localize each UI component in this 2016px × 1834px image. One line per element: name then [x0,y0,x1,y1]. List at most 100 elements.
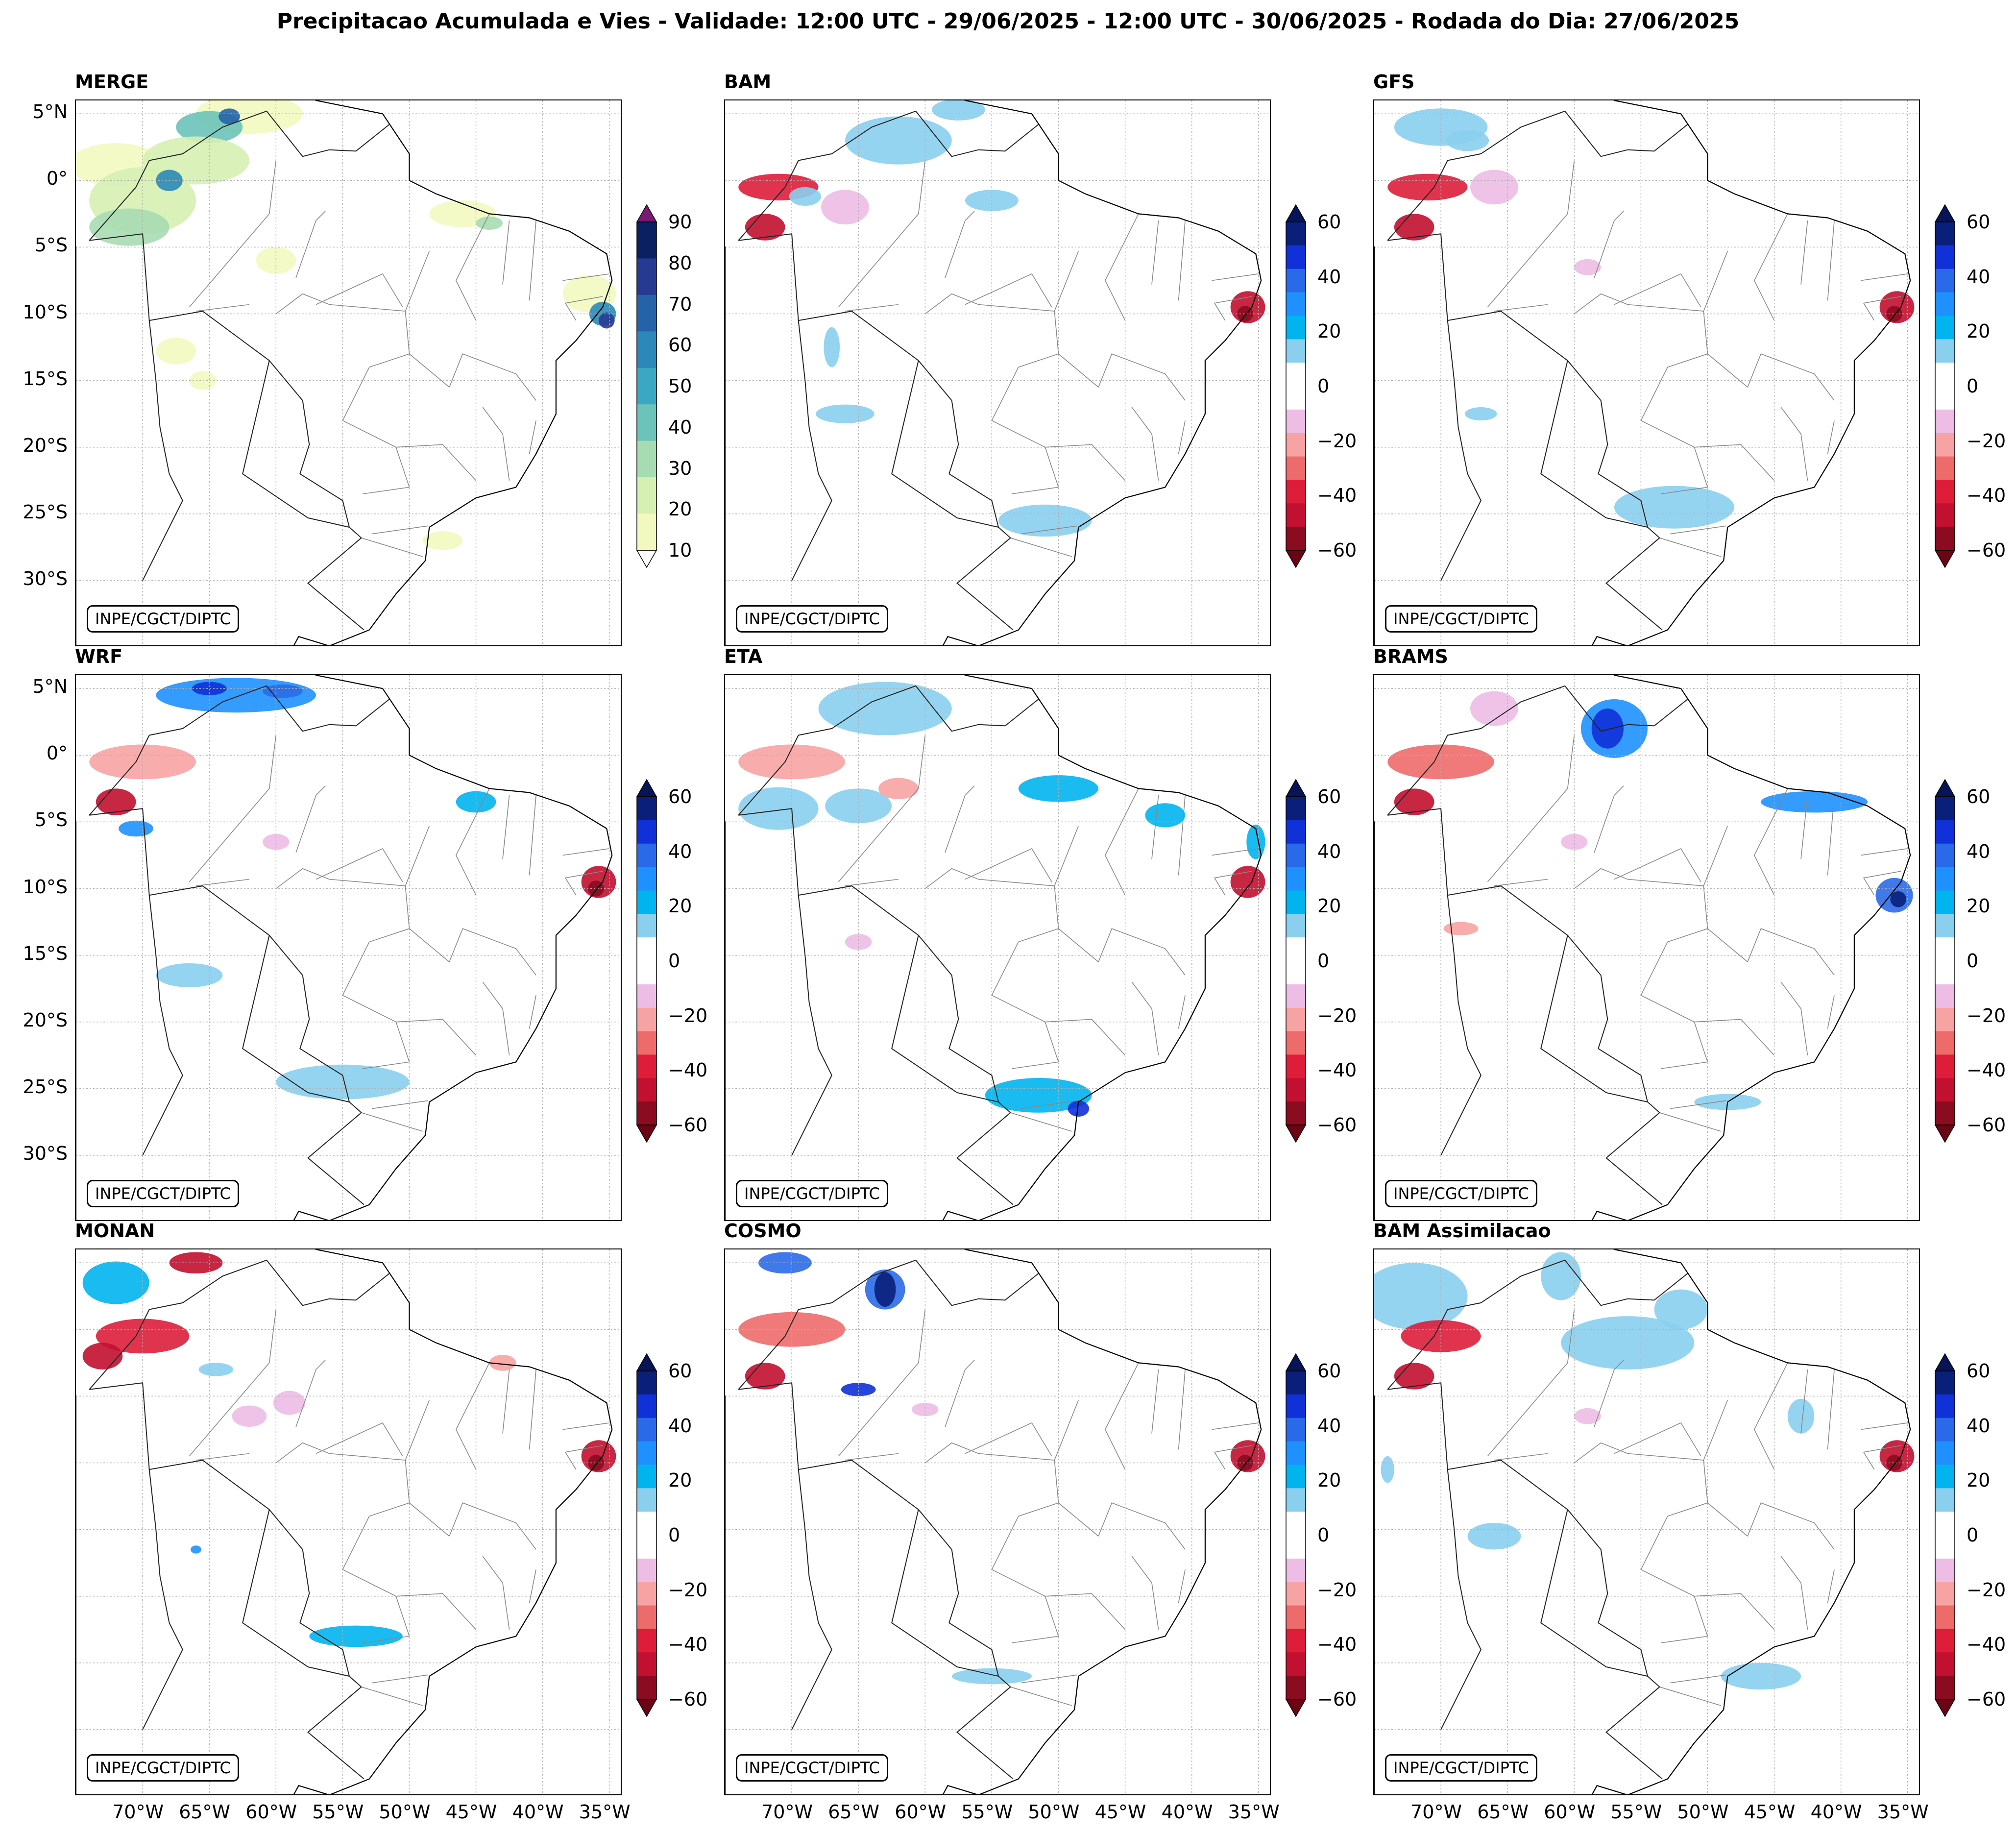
colorbar-segment [1935,867,1955,891]
state-border [562,848,609,856]
lon-tick-label: 55°W [1610,1801,1662,1823]
colorbar-tick-label: 40 [1967,1415,1991,1437]
field-blob [745,1363,785,1390]
state-border [1670,1674,1726,1684]
state-border [1614,848,1701,882]
state-border [316,1422,403,1457]
state-border [405,251,430,354]
colorbar-segment [1935,1441,1955,1465]
panel-title: ETA [724,646,763,667]
state-border [369,928,450,962]
state-border [195,1453,249,1461]
map-area: INPE/CGCT/DIPTC [724,99,1271,646]
field-blob [1467,1523,1521,1550]
colorbar-segment [1935,1535,1955,1559]
state-border [1212,1422,1259,1430]
state-border [1104,788,1139,896]
state-border [838,1309,926,1457]
state-border [295,211,326,278]
state-border [1594,211,1624,278]
state-border [1054,251,1079,354]
coastline [942,675,1262,1220]
panel-title: MONAN [75,1220,155,1242]
coastline [293,1249,613,1794]
state-border [838,160,926,308]
state-border [1021,1674,1077,1684]
map-area: INPE/CGCT/DIPTC [75,674,622,1221]
colorbar-segment [1935,433,1955,457]
colorbar-tick-label: 60 [668,786,692,807]
state-border [562,1422,609,1430]
state-border [1178,420,1186,454]
colorbar-segment [1935,1101,1955,1125]
colorbar-tick-label: 40 [1967,266,1991,288]
colorbar-tick-label: −60 [1317,1114,1357,1136]
colorbar-segment [1935,1652,1955,1676]
state-border [1863,1445,1901,1470]
colorbar-segment [1286,984,1306,1008]
field-blob [998,504,1092,537]
state-border [342,367,410,494]
country-border [1540,360,1648,528]
field-blob [1787,1398,1815,1434]
state-border [1214,1445,1252,1470]
colorbar-tick-label: 20 [668,1469,692,1492]
state-border [1780,407,1808,481]
state-border [396,1593,477,1630]
state-border [275,1442,406,1464]
country-border [738,110,1039,241]
country-border [242,360,350,528]
colorbar-segment [1286,1535,1306,1559]
state-border [1703,1400,1728,1503]
colorbar-tick-label: 20 [668,895,692,917]
state-border [482,981,510,1055]
state-border [529,995,536,1029]
colorbar-tick-label: 60 [668,334,692,356]
state-border [991,1516,1059,1643]
state-border [1018,928,1099,962]
field-blob [821,190,869,225]
state-border [529,1369,536,1450]
lat-tick-label: 20°S [23,1009,68,1031]
state-border [1614,1422,1701,1457]
country-border [1387,808,1663,1205]
country-border [891,935,999,1102]
colorbar-tick-label: 60 [1317,1360,1341,1382]
colorbar-segment [637,914,656,938]
state-border [1487,160,1575,308]
colorbar-segment [1935,386,1955,410]
field-blob [256,247,296,274]
state-border [1753,788,1788,896]
field-blob [912,1403,939,1417]
state-border [449,353,536,401]
state-border [1574,1442,1704,1464]
state-border [455,1363,490,1470]
state-border [449,928,536,976]
country-border [89,1259,390,1390]
field-blob [422,531,463,550]
colorbar-tick-label: 60 [1967,1360,1991,1382]
colorbar-segment [637,937,656,961]
colorbar-extend-top [1285,204,1307,222]
colorbar-segment [1935,1558,1955,1583]
colorbar-segment [1935,1465,1955,1489]
field-blob [745,214,785,241]
field-blob [1561,833,1588,850]
credit-label: INPE/CGCT/DIPTC [736,605,888,633]
lon-tick-label: 45°W [1744,1801,1796,1823]
state-border [1747,1502,1835,1550]
state-border [1747,928,1835,976]
field-blob [1443,922,1479,935]
state-border [1178,1569,1186,1603]
credit-label: INPE/CGCT/DIPTC [1385,1754,1537,1782]
colorbar-segment [1286,1078,1306,1102]
colorbar-tick-label: −20 [1317,430,1357,452]
country-border [738,1382,1014,1780]
field-blob [263,685,303,698]
state-border [564,296,603,321]
colorbar-segment [1286,269,1306,293]
colorbar-segment [637,1078,656,1102]
map-panel-wrf: WRF INPE/CGCT/DIPTC 5°N 0° 5°S 10°S 15°S 20°S 25… [23,646,622,1221]
field-blob [824,327,840,367]
colorbar-tick-label: 40 [1317,1415,1341,1437]
